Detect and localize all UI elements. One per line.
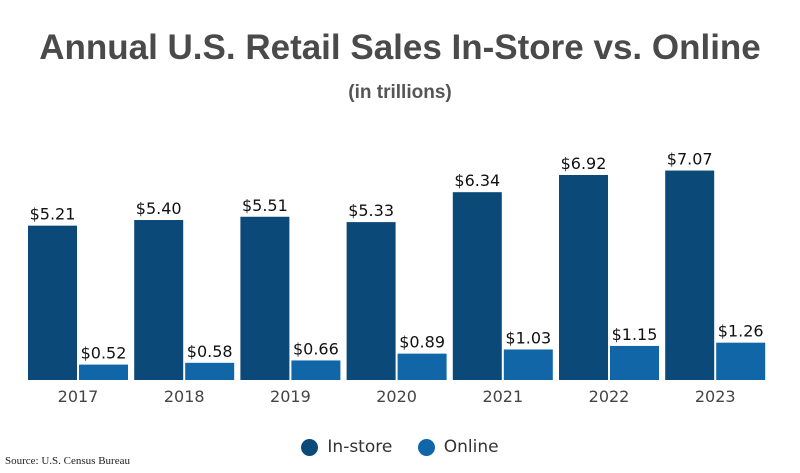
data-label-online-2022: $1.15 [612,325,658,344]
chart-title: Annual U.S. Retail Sales In-Store vs. On… [39,28,761,67]
bar-instore-2023 [665,170,715,380]
legend: In-store Online [0,437,800,461]
legend-label-instore: In-store [327,437,393,457]
x-tick-label-2022: 2022 [589,387,630,406]
x-tick-label-2017: 2017 [58,387,99,406]
data-label-online-2018: $0.58 [187,342,233,361]
x-tick-label-2021: 2021 [482,387,523,406]
bar-instore-2018 [134,220,184,380]
legend-item-instore: In-store [301,437,392,457]
chart-subtitle: (in trillions) [348,82,452,103]
bar-instore-2021 [452,192,502,380]
legend-swatch-instore [301,438,319,456]
data-label-online-2023: $1.26 [718,322,764,341]
bar-instore-2019 [240,216,290,380]
bar-online-2018 [185,362,235,380]
bar-instore-2017 [28,225,77,380]
data-label-instore-2021: $6.34 [454,171,500,190]
x-tick-label-2019: 2019 [270,387,311,406]
bar-instore-2022 [559,174,608,380]
x-tick-label-2023: 2023 [695,387,736,406]
x-tick-label-2020: 2020 [376,387,417,406]
data-label-instore-2018: $5.40 [136,199,182,218]
legend-item-online: Online [417,437,499,457]
data-label-online-2020: $0.89 [399,333,445,352]
legend-swatch-online [417,438,435,456]
bar-online-2023 [716,342,766,380]
data-label-online-2019: $0.66 [293,339,339,358]
data-label-online-2021: $1.03 [505,328,551,347]
x-tick-label-2018: 2018 [164,387,205,406]
data-label-instore-2019: $5.51 [242,196,288,215]
source-note: Source: U.S. Census Bureau [5,455,130,467]
legend-label-online: Online [443,437,499,457]
bar-instore-2020 [346,222,396,380]
data-label-instore-2022: $6.92 [561,154,607,173]
bar-online-2022 [610,345,659,380]
bar-online-2021 [503,349,553,380]
data-label-online-2017: $0.52 [81,344,127,363]
data-label-instore-2017: $5.21 [30,205,76,224]
data-label-instore-2023: $7.07 [667,150,713,169]
bar-online-2017 [79,364,128,380]
bar-online-2019 [291,360,341,380]
bar-online-2020 [397,353,447,380]
data-label-instore-2020: $5.33 [348,201,394,220]
